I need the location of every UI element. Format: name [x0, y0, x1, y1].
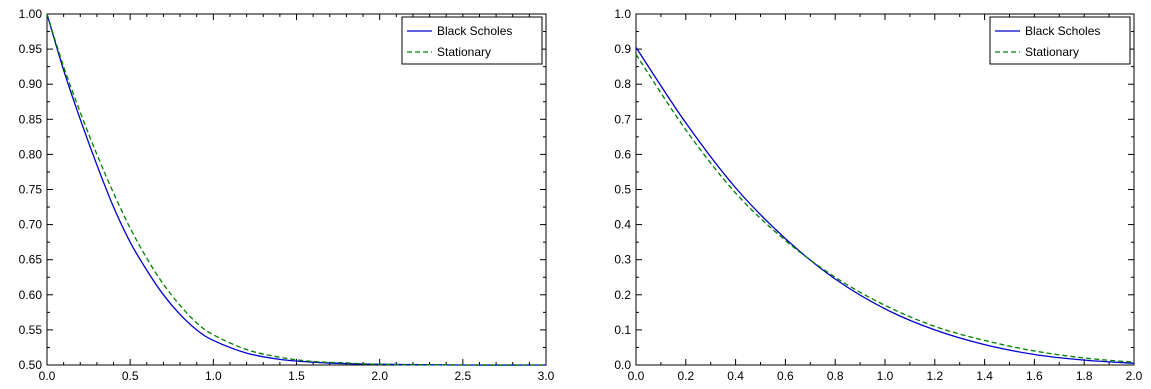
- y-tick-label: 0.95: [19, 42, 43, 56]
- x-tick-label: 0.4: [727, 369, 744, 383]
- y-tick-label: 0.8: [614, 77, 631, 91]
- y-tick-label: 0.5: [614, 183, 631, 197]
- y-tick-label: 0.9: [614, 42, 631, 56]
- chart-left: 0.0 0.5 1.0 1.5 2.0 2.5 3.0 0.50 0.55 0.60 0.65 0.7…: [19, 7, 555, 383]
- y-tick-label: 0.50: [19, 358, 43, 372]
- x-tick-label: 0.2: [677, 369, 694, 383]
- x-tick-label: 2.0: [371, 369, 388, 383]
- y-tick-label: 0.75: [19, 183, 43, 197]
- y-tick-label: 0.0: [614, 358, 631, 372]
- x-tick-label: 0.5: [122, 369, 139, 383]
- x-tick-label: 0.0: [628, 369, 645, 383]
- x-tick-label: 3.0: [538, 369, 555, 383]
- y-tick-label: 0.65: [19, 253, 43, 267]
- y-tick-label: 0.60: [19, 288, 43, 302]
- y-tick-label: 0.90: [19, 77, 43, 91]
- x-tick-label: 0.8: [827, 369, 844, 383]
- y-tick-label: 0.2: [614, 288, 631, 302]
- x-tick-label: 1.2: [926, 369, 943, 383]
- y-tick-label: 0.4: [614, 218, 631, 232]
- y-tick-label: 0.80: [19, 147, 43, 161]
- series-line-black-scholes: [635, 46, 1135, 364]
- x-tick-label: 2.5: [454, 369, 471, 383]
- y-tick-label: 0.70: [19, 218, 43, 232]
- x-tick-label: 0.0: [39, 369, 56, 383]
- y-tick-label: 0.6: [614, 147, 631, 161]
- legend-label: Black Scholes: [1025, 24, 1100, 38]
- series-line-black-scholes: [46, 13, 547, 366]
- series-line-stationary: [635, 54, 1135, 363]
- x-tick-label: 0.6: [777, 369, 794, 383]
- plot-area: [46, 13, 547, 366]
- x-tick-label: 1.4: [976, 369, 993, 383]
- y-tick-label: 0.3: [614, 253, 631, 267]
- plot-area: [635, 13, 1135, 366]
- legend-label: Stationary: [437, 45, 491, 59]
- y-tick-label: 0.85: [19, 112, 43, 126]
- x-tick-label: 1.6: [1026, 369, 1043, 383]
- y-tick-label: 0.55: [19, 323, 43, 337]
- legend-label: Black Scholes: [437, 24, 512, 38]
- series-line-stationary: [46, 13, 547, 366]
- x-tick-label: 1.0: [877, 369, 894, 383]
- y-tick-label: 0.7: [614, 112, 631, 126]
- y-tick-label: 1.00: [19, 7, 43, 21]
- y-tick-label: 1.0: [614, 7, 631, 21]
- x-tick-label: 1.8: [1076, 369, 1093, 383]
- x-tick-label: 1.0: [205, 369, 222, 383]
- legend-box: [401, 16, 543, 65]
- x-tick-label: 2.0: [1126, 369, 1143, 383]
- chart-right: 0.0 0.2 0.4 0.6 0.8 1.0 1.2 1.4 1.6 1.8 2.0 0.0 0.1 0…: [614, 7, 1142, 383]
- y-tick-label: 0.1: [614, 323, 631, 337]
- x-tick-label: 1.5: [288, 369, 305, 383]
- legend-label: Stationary: [1025, 45, 1079, 59]
- legend-box: [989, 16, 1131, 65]
